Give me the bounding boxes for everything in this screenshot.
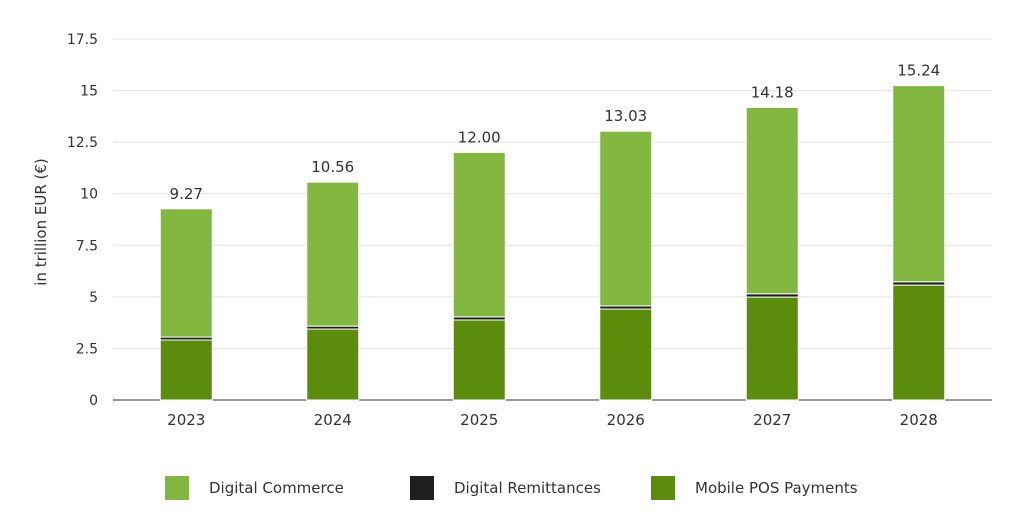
legend-digital-remittances[interactable]: Digital Remittances (410, 476, 601, 500)
x-tick-label: 2027 (753, 411, 791, 429)
total-label: 14.18 (751, 83, 794, 101)
y-tick-label: 0 (89, 393, 98, 409)
bar-digital-commerce (159, 208, 213, 338)
total-label: 12.00 (458, 128, 501, 146)
legend-swatch (651, 476, 675, 500)
legend-digital-commerce[interactable]: Digital Commerce (165, 476, 344, 500)
bar-mobile-pos-payments (159, 339, 213, 401)
y-tick-label: 5 (89, 290, 98, 306)
y-tick-label: 2.5 (76, 341, 98, 357)
bar-mobile-pos-payments (599, 308, 653, 401)
bar-mobile-pos-payments (452, 319, 506, 401)
y-tick-label: 7.5 (76, 238, 98, 254)
bar-digital-commerce (745, 106, 799, 295)
x-tick-label: 2024 (314, 411, 352, 429)
total-label: 13.03 (604, 107, 647, 125)
legend-label: Mobile POS Payments (695, 479, 858, 497)
x-tick-label: 2028 (900, 411, 938, 429)
bar-mobile-pos-payments (892, 284, 946, 401)
total-label: 15.24 (897, 62, 940, 80)
legend-swatch (165, 476, 189, 500)
legend-mobile-pos-payments[interactable]: Mobile POS Payments (651, 476, 858, 500)
bar-digital-commerce (306, 181, 360, 327)
legend: Digital Commerce Digital Remittances Mob… (0, 476, 1024, 500)
total-label: 10.56 (311, 158, 354, 176)
total-label: 9.27 (170, 185, 203, 203)
x-tick-label: 2023 (167, 411, 205, 429)
bar-digital-commerce (599, 130, 653, 307)
legend-swatch (410, 476, 434, 500)
y-axis-label: in trillion EUR (€) (32, 158, 50, 286)
x-tick-label: 2025 (460, 411, 498, 429)
bar-digital-commerce (452, 151, 506, 318)
bar-digital-commerce (892, 85, 946, 283)
y-tick-label: 17.5 (67, 32, 98, 48)
bar-mobile-pos-payments (306, 328, 360, 401)
legend-label: Digital Remittances (454, 479, 601, 497)
y-tick-label: 10 (80, 187, 98, 203)
stacked-bar-chart: in trillion EUR (€) 0 2.5 5 7.5 10 12.5 15 17.5… (32, 32, 992, 429)
y-tick-label: 15 (80, 84, 98, 100)
y-tick-label: 12.5 (67, 135, 98, 151)
legend-label: Digital Commerce (209, 479, 344, 497)
x-tick-label: 2026 (607, 411, 645, 429)
bar-mobile-pos-payments (745, 296, 799, 401)
